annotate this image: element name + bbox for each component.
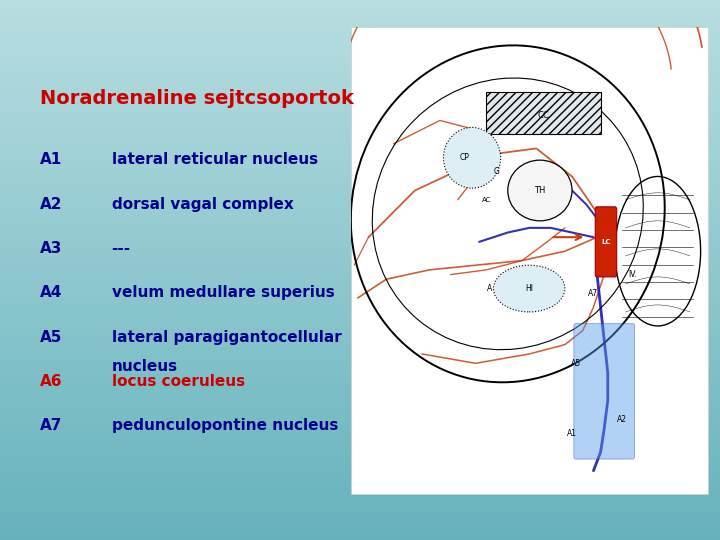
Text: nucleus: nucleus xyxy=(112,359,178,374)
Text: A4: A4 xyxy=(40,285,62,300)
Text: A6: A6 xyxy=(40,374,62,389)
Text: dorsal vagal complex: dorsal vagal complex xyxy=(112,197,293,212)
Text: lateral reticular nucleus: lateral reticular nucleus xyxy=(112,152,318,167)
Text: HI: HI xyxy=(525,284,534,293)
Text: A5: A5 xyxy=(40,329,62,345)
FancyBboxPatch shape xyxy=(574,323,634,459)
Text: CC: CC xyxy=(538,111,549,120)
Text: A2: A2 xyxy=(617,415,627,424)
Ellipse shape xyxy=(508,160,572,221)
Text: TH: TH xyxy=(534,186,546,195)
Text: Noradrenaline sejtcsoportok: Noradrenaline sejtcsoportok xyxy=(40,89,354,108)
Ellipse shape xyxy=(493,265,565,312)
FancyBboxPatch shape xyxy=(486,92,600,134)
Text: IV.: IV. xyxy=(629,270,637,279)
Text: A5: A5 xyxy=(570,359,581,368)
FancyBboxPatch shape xyxy=(595,207,617,277)
Text: CP: CP xyxy=(460,153,470,163)
Text: LC: LC xyxy=(601,239,611,245)
Text: A1: A1 xyxy=(567,429,577,438)
Text: A2: A2 xyxy=(40,197,62,212)
Text: A1: A1 xyxy=(40,152,62,167)
Text: ---: --- xyxy=(112,241,131,256)
Text: lateral paragigantocellular: lateral paragigantocellular xyxy=(112,329,341,345)
Text: locus coeruleus: locus coeruleus xyxy=(112,374,245,389)
Text: A: A xyxy=(487,284,492,293)
Text: AC: AC xyxy=(482,197,491,203)
Text: A7: A7 xyxy=(40,418,62,433)
Text: pedunculopontine nucleus: pedunculopontine nucleus xyxy=(112,418,338,433)
Text: A3: A3 xyxy=(40,241,62,256)
Text: A7: A7 xyxy=(588,289,598,298)
Text: velum medullare superius: velum medullare superius xyxy=(112,285,334,300)
Text: G: G xyxy=(494,167,500,176)
Ellipse shape xyxy=(444,127,500,188)
